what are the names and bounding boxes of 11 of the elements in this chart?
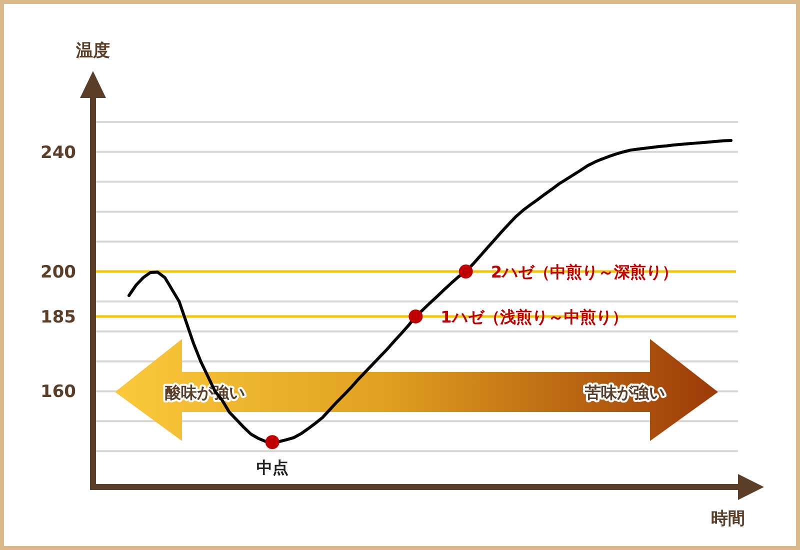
y-tick-label: 240 — [40, 142, 76, 163]
x-axis-title: 時間 — [711, 509, 745, 529]
ref-line-label: 200 — [40, 262, 76, 283]
y-tick-label: 160 — [40, 382, 76, 402]
point — [265, 435, 280, 450]
y-axis-title: 温度 — [75, 41, 110, 61]
ref-line-label: 185 — [40, 307, 76, 328]
annotation: 苦味が強い — [584, 383, 665, 402]
point — [408, 309, 423, 324]
annotation: 中点 — [256, 458, 288, 478]
point — [458, 264, 473, 279]
